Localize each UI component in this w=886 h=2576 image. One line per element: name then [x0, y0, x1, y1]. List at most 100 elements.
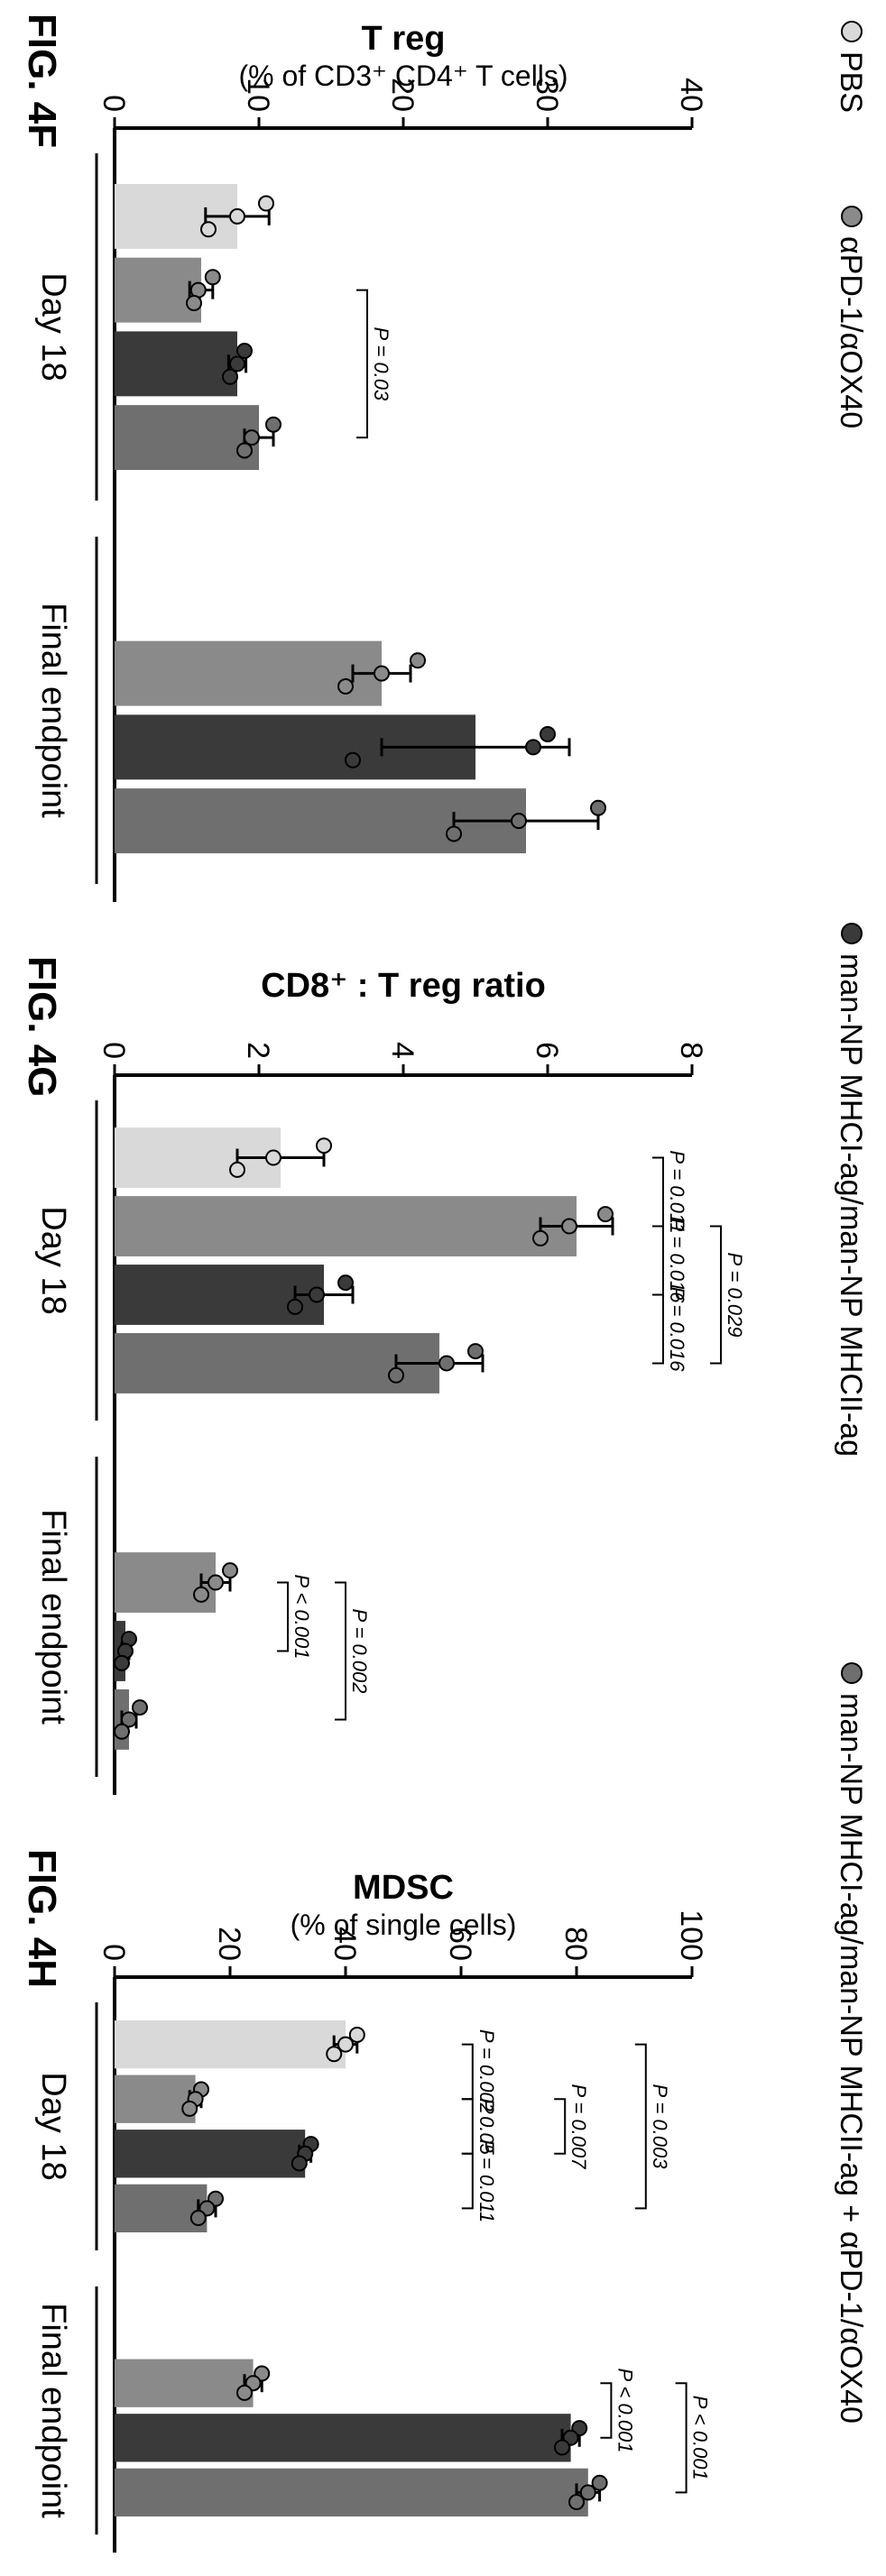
data-point-G-aPD-0-0 — [597, 1206, 614, 1223]
sig-label-G-5: P = 0.002 — [348, 1608, 371, 1693]
group-label-F-1: Final endpoint — [34, 603, 72, 818]
data-point-F-man-1-0 — [540, 725, 556, 742]
legend-item-pbs: PBS — [834, 21, 868, 113]
y-tick-label-H-5: 100 — [674, 1909, 708, 1961]
data-point-G-aPD-0-1 — [561, 1218, 577, 1235]
legend-label-pbs: PBS — [834, 51, 868, 113]
data-point-F-PBS-0-1 — [229, 207, 245, 225]
data-point-F-aPD-0-0 — [204, 269, 221, 286]
data-point-F-PBS-0-0 — [258, 195, 274, 212]
bar-H-combo-1 — [115, 2468, 588, 2517]
y-tick-label-G-4: 8 — [674, 1042, 708, 1059]
bar-H-combo-0 — [115, 2184, 208, 2233]
y-tick-label-H-2: 40 — [328, 1927, 362, 1961]
sig-label-F-0: P = 0.03 — [370, 327, 392, 401]
legend-label-combo: man-NP MHCI-ag/man-NP MHCII-ag + αPD-1/α… — [834, 1693, 868, 2424]
legend-marker-combo — [841, 1662, 863, 1684]
legend-marker-man — [841, 923, 863, 944]
data-point-G-combo-0-2 — [388, 1366, 404, 1384]
sig-label-H-0: P = 0.002 — [475, 2029, 498, 2114]
sig-label-G-4: P < 0.001 — [291, 1575, 313, 1660]
data-point-F-combo-1-2 — [446, 825, 462, 842]
data-point-H-PBS-0-0 — [348, 2026, 365, 2043]
sig-label-G-0: P = 0.011 — [666, 1150, 688, 1233]
data-point-F-combo-0-2 — [236, 442, 253, 459]
data-point-H-combo-1-0 — [591, 2474, 608, 2491]
legend-marker-pbs — [841, 21, 863, 42]
y-tick-label-G-1: 2 — [241, 1042, 275, 1059]
data-point-G-combo-0-1 — [438, 1355, 455, 1372]
sig-label-G-1: P = 0.016 — [666, 1219, 688, 1304]
data-point-G-aPD-1-1 — [208, 1574, 224, 1591]
y-tick-label-F-1: 10 — [241, 78, 275, 112]
data-point-G-aPD-1-2 — [193, 1586, 209, 1603]
legend-label-apd: αPD-1/αOX40 — [834, 236, 868, 428]
sig-bracket-G-0 — [652, 1156, 664, 1228]
sig-bracket-H-5 — [600, 2382, 613, 2439]
y-tick-label-H-0: 0 — [97, 1944, 131, 1961]
data-point-G-PBS-0-0 — [316, 1137, 332, 1155]
data-point-F-aPD-1-2 — [337, 678, 354, 695]
y-axis-label2-H: (% of single cells) — [291, 1909, 517, 1941]
data-point-G-combo-1-1 — [121, 1711, 137, 1728]
data-point-H-PBS-0-2 — [326, 2046, 343, 2063]
sig-label-G-3: P = 0.029 — [724, 1252, 746, 1337]
data-point-F-man-0-0 — [236, 342, 253, 359]
bar-G-aPD-0 — [115, 1196, 577, 1256]
y-tick-label-F-2: 20 — [385, 78, 420, 112]
data-point-F-aPD-0-2 — [186, 295, 202, 312]
legend-label-man: man-NP MHCI-ag/man-NP MHCII-ag — [834, 953, 868, 1457]
bar-H-aPD-0 — [114, 2075, 196, 2123]
data-point-F-combo-1-0 — [590, 799, 606, 816]
data-point-F-man-1-1 — [525, 739, 541, 756]
y-axis-label-F: T reg — [362, 20, 446, 58]
sig-label-G-2: P = 0.016 — [666, 1286, 688, 1372]
bar-G-aPD-1 — [115, 1552, 216, 1613]
y-axis-label-G: CD8⁺ : T reg ratio — [261, 967, 546, 1005]
legend-item-man: man-NP MHCI-ag/man-NP MHCII-ag — [834, 923, 868, 1457]
y-tick-label-F-0: 0 — [97, 95, 131, 112]
data-point-H-man-1-2 — [554, 2439, 570, 2456]
bar-G-combo-0 — [115, 1333, 439, 1394]
y-tick-label-H-1: 20 — [212, 1927, 246, 1961]
data-point-H-combo-0-2 — [189, 2210, 207, 2227]
y-tick-label-H-3: 60 — [443, 1927, 477, 1961]
group-label-G-1: Final endpoint — [34, 1509, 72, 1725]
sig-bracket-G-1 — [652, 1225, 664, 1296]
data-point-G-combo-1-2 — [114, 1723, 130, 1740]
legend-marker-apd — [841, 206, 863, 227]
sig-bracket-H-0 — [461, 2043, 474, 2101]
data-point-G-aPD-0-2 — [532, 1229, 549, 1247]
data-point-F-combo-0-0 — [265, 416, 281, 433]
sig-label-H-6: P < 0.001 — [689, 2396, 712, 2480]
sig-bracket-H-1 — [461, 2098, 474, 2155]
data-point-G-man-0-2 — [287, 1298, 303, 1315]
sig-bracket-G-3 — [710, 1225, 722, 1365]
sig-label-H-4: P = 0.003 — [649, 2084, 671, 2170]
fig-4g-label: FIG. 4G — [20, 956, 64, 1097]
fig-4f-label: FIG. 4F — [20, 14, 64, 148]
bar-G-man-0 — [115, 1265, 324, 1325]
sig-label-H-5: P < 0.001 — [614, 2369, 636, 2453]
sig-label-H-1: P 0.05 — [475, 2098, 498, 2156]
bar-F-combo-0 — [115, 405, 259, 471]
sig-bracket-H-3 — [554, 2098, 567, 2155]
data-point-G-PBS-0-2 — [229, 1161, 245, 1178]
data-point-F-PBS-0-2 — [200, 221, 217, 238]
legend: PBS αPD-1/αOX40 man-NP MHCI-ag/man-NP MH… — [834, 21, 868, 2424]
bar-F-aPD-1 — [115, 640, 382, 706]
group-label-H-1: Final endpoint — [34, 2303, 72, 2518]
data-point-G-PBS-0-1 — [265, 1149, 281, 1166]
legend-item-combo: man-NP MHCI-ag/man-NP MHCII-ag + αPD-1/α… — [834, 1662, 868, 2424]
sig-bracket-H-2 — [461, 2152, 474, 2210]
data-point-H-man-0-2 — [291, 2155, 308, 2172]
y-tick-label-F-4: 40 — [674, 78, 708, 112]
legend-item-apd: αPD-1/αOX40 — [834, 206, 868, 428]
sig-bracket-G-4 — [277, 1581, 289, 1652]
y-tick-label-G-0: 0 — [97, 1042, 131, 1059]
data-point-G-combo-1-0 — [132, 1699, 148, 1716]
data-point-F-man-0-1 — [229, 355, 245, 373]
sig-bracket-F-0 — [356, 289, 368, 439]
data-point-F-combo-0-1 — [244, 429, 260, 446]
